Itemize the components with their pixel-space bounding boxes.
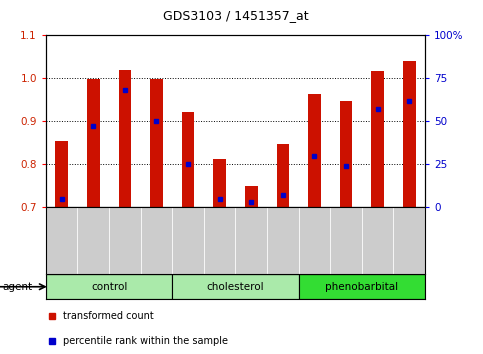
Bar	[182, 112, 194, 207]
Text: cholesterol: cholesterol	[207, 282, 264, 292]
Text: agent: agent	[2, 282, 32, 292]
Text: GSM154964: GSM154964	[305, 210, 314, 257]
Text: GDS3103 / 1451357_at: GDS3103 / 1451357_at	[163, 9, 308, 22]
Text: percentile rank within the sample: percentile rank within the sample	[63, 336, 228, 346]
Text: control: control	[91, 282, 127, 292]
Text: GSM154961: GSM154961	[211, 210, 220, 257]
Text: GSM154962: GSM154962	[242, 210, 251, 257]
Bar	[298, 274, 425, 299]
Bar	[172, 274, 298, 299]
Bar	[46, 274, 172, 299]
Text: GSM154968: GSM154968	[53, 210, 62, 257]
Bar	[308, 94, 321, 207]
Bar	[245, 185, 257, 207]
Bar	[340, 101, 353, 207]
Text: GSM154971: GSM154971	[147, 210, 156, 257]
Text: GSM154970: GSM154970	[116, 210, 125, 257]
Text: GSM154510: GSM154510	[179, 210, 188, 257]
Text: GSM154969: GSM154969	[84, 210, 93, 257]
Bar	[403, 61, 415, 207]
Bar	[277, 144, 289, 207]
Text: phenobarbital: phenobarbital	[325, 282, 398, 292]
Bar	[213, 159, 226, 207]
Text: GSM154967: GSM154967	[400, 210, 409, 257]
Bar	[118, 70, 131, 207]
Bar	[87, 79, 99, 207]
Text: GSM154965: GSM154965	[337, 210, 346, 257]
Bar	[150, 79, 163, 207]
Bar	[371, 70, 384, 207]
Text: transformed count: transformed count	[63, 310, 154, 320]
Bar	[56, 141, 68, 207]
Text: GSM154963: GSM154963	[274, 210, 283, 257]
Text: GSM154966: GSM154966	[369, 210, 378, 257]
